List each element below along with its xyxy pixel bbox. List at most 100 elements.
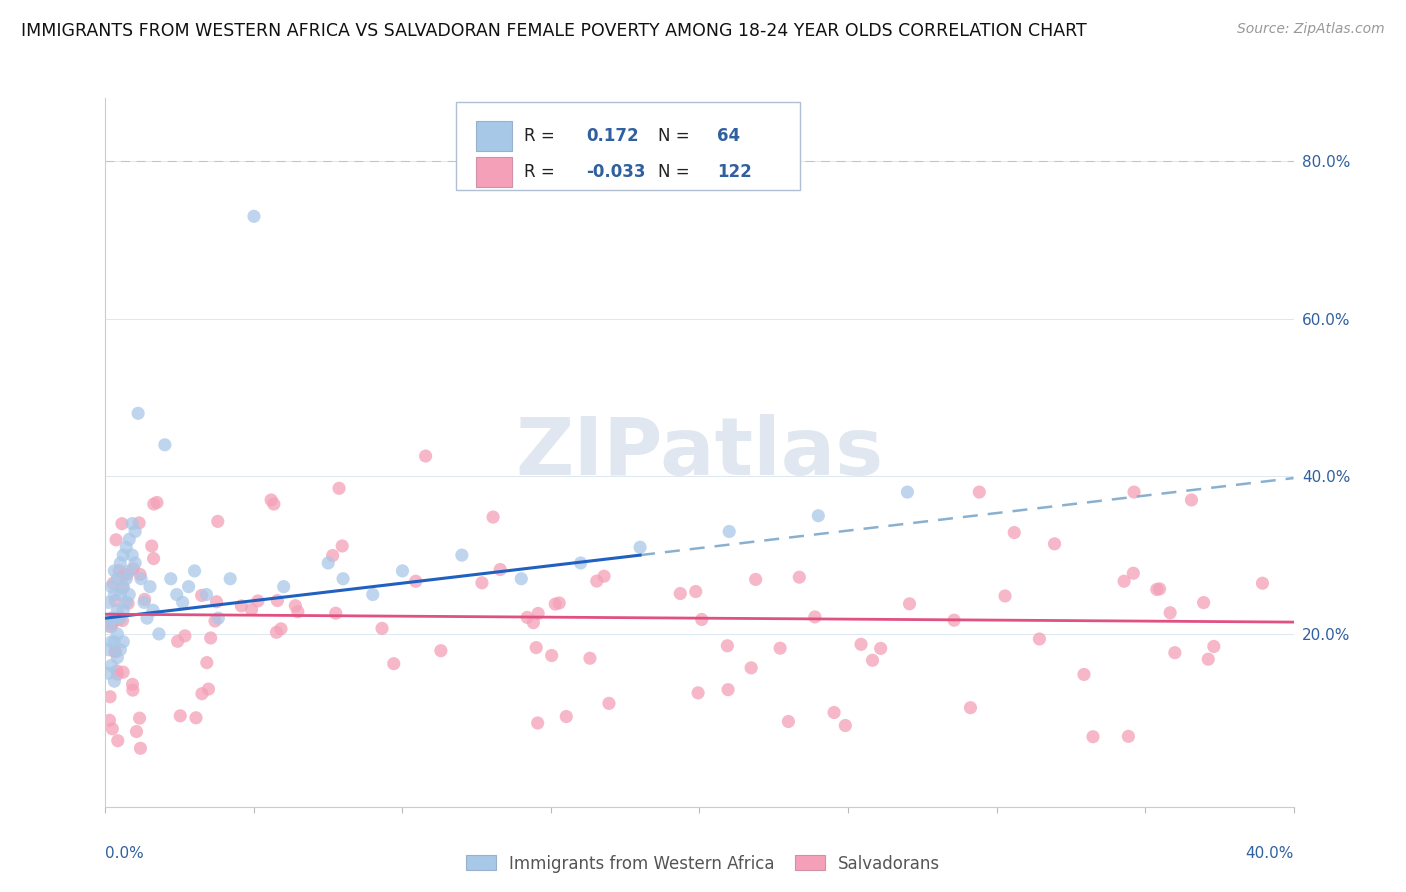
Point xyxy=(322,549,344,563)
Point xyxy=(142,551,165,566)
Point xyxy=(1028,632,1050,646)
Text: R =: R = xyxy=(523,128,554,145)
Point xyxy=(132,595,155,609)
Point xyxy=(103,611,125,625)
Point xyxy=(263,497,285,511)
Point xyxy=(104,644,127,658)
Point xyxy=(105,533,128,547)
Point xyxy=(101,722,124,736)
Point xyxy=(510,572,533,586)
Point xyxy=(717,682,740,697)
Point xyxy=(332,572,354,586)
Text: 40.0%: 40.0% xyxy=(1246,847,1294,862)
Point xyxy=(740,661,762,675)
Point xyxy=(166,588,188,602)
Point xyxy=(849,637,872,651)
Point xyxy=(898,597,921,611)
Point xyxy=(994,589,1017,603)
Point xyxy=(690,612,713,626)
Point xyxy=(129,567,152,582)
Point xyxy=(111,614,134,628)
Point xyxy=(134,592,156,607)
Point xyxy=(205,595,228,609)
Point xyxy=(129,741,152,756)
Point xyxy=(382,657,405,671)
Point xyxy=(579,651,602,665)
Text: IMMIGRANTS FROM WESTERN AFRICA VS SALVADORAN FEMALE POVERTY AMONG 18-24 YEAR OLD: IMMIGRANTS FROM WESTERN AFRICA VS SALVAD… xyxy=(21,22,1087,40)
Point xyxy=(246,594,269,608)
Point xyxy=(101,616,124,631)
Point xyxy=(115,595,138,609)
Point xyxy=(100,635,122,649)
Point xyxy=(1112,574,1135,589)
Point xyxy=(593,569,616,583)
Point xyxy=(128,711,150,725)
Point xyxy=(524,640,547,655)
Point xyxy=(1123,485,1146,500)
Point xyxy=(159,572,181,586)
Point xyxy=(174,629,197,643)
Point xyxy=(1146,582,1168,597)
Point xyxy=(1118,730,1140,744)
Point xyxy=(105,627,128,641)
Point xyxy=(124,556,146,570)
Point xyxy=(197,682,219,697)
Point xyxy=(548,596,571,610)
Point xyxy=(240,602,263,616)
Point xyxy=(104,645,127,659)
Point xyxy=(110,556,132,570)
Point xyxy=(112,568,135,582)
Point xyxy=(287,605,309,619)
Point xyxy=(896,485,918,500)
Point xyxy=(100,658,122,673)
Point xyxy=(207,515,229,529)
Point xyxy=(177,580,200,594)
Point xyxy=(834,718,856,732)
Point xyxy=(1180,492,1202,507)
FancyBboxPatch shape xyxy=(477,157,512,187)
Point xyxy=(148,627,170,641)
Legend: Immigrants from Western Africa, Salvadorans: Immigrants from Western Africa, Salvador… xyxy=(460,848,946,880)
Point xyxy=(778,714,800,729)
Point xyxy=(522,615,544,630)
Point xyxy=(105,664,128,678)
Text: N =: N = xyxy=(658,163,689,181)
Point xyxy=(1149,582,1171,596)
Point xyxy=(97,619,120,633)
Point xyxy=(969,485,991,500)
Point xyxy=(166,634,188,648)
Point xyxy=(260,493,283,508)
Point xyxy=(122,561,145,575)
Point xyxy=(716,639,738,653)
Point xyxy=(100,580,122,594)
Point xyxy=(118,564,141,578)
Point xyxy=(669,586,692,600)
Point xyxy=(325,606,347,620)
Point xyxy=(204,614,226,628)
Point xyxy=(141,539,163,553)
Point xyxy=(127,406,149,420)
Point xyxy=(540,648,562,663)
Point xyxy=(103,564,125,578)
Point xyxy=(862,653,884,667)
Point xyxy=(405,574,427,589)
Point xyxy=(118,533,141,547)
Point xyxy=(330,539,353,553)
Point xyxy=(128,516,150,530)
Point xyxy=(112,665,135,680)
Point xyxy=(569,556,592,570)
Point xyxy=(129,572,152,586)
Point xyxy=(231,599,253,613)
Point xyxy=(316,556,339,570)
Point xyxy=(118,588,141,602)
Point xyxy=(270,622,292,636)
Text: 64: 64 xyxy=(717,128,741,145)
Point xyxy=(391,564,413,578)
Text: Source: ZipAtlas.com: Source: ZipAtlas.com xyxy=(1237,22,1385,37)
Point xyxy=(415,449,437,463)
Point xyxy=(371,621,394,635)
FancyBboxPatch shape xyxy=(456,102,800,190)
Point xyxy=(183,564,205,578)
Point xyxy=(718,524,741,539)
Point xyxy=(959,700,981,714)
